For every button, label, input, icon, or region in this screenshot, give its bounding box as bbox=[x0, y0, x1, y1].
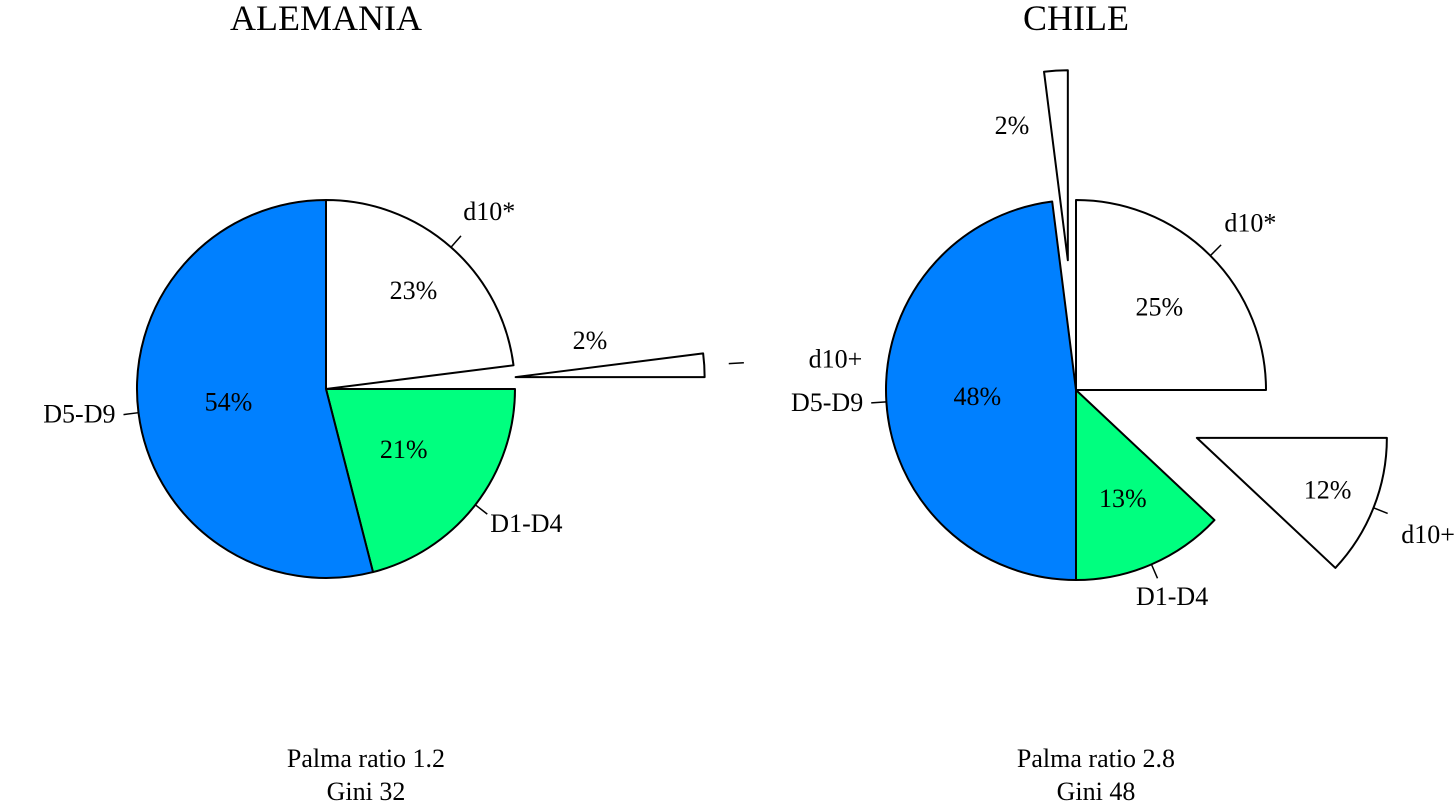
footnote-palma: Palma ratio 2.8 bbox=[1017, 744, 1175, 773]
slice-label-d5-d9: D5-D9 bbox=[791, 388, 863, 417]
slice-label-d10: d10+ bbox=[809, 344, 863, 373]
slice-label-d1-d4: D1-D4 bbox=[1136, 582, 1208, 611]
slice-value-d1-d4: 21% bbox=[380, 435, 428, 464]
leader-line-d10 bbox=[1373, 507, 1388, 515]
slice-d5-d9 bbox=[885, 200, 1077, 581]
leader-line-d10 bbox=[728, 361, 744, 365]
slice-d1-d4 bbox=[325, 388, 516, 574]
chart-title: CHILE bbox=[1023, 0, 1129, 38]
leader-line-d1-d4 bbox=[1150, 564, 1159, 579]
slice-value-d1-d4: 13% bbox=[1099, 484, 1147, 513]
footnote-gini: Gini 48 bbox=[1057, 777, 1136, 806]
chart-title: ALEMANIA bbox=[230, 0, 422, 38]
slice-d10 bbox=[1075, 199, 1267, 391]
footnote-palma: Palma ratio 1.2 bbox=[287, 744, 445, 773]
slice-value-d10: 2% bbox=[995, 111, 1030, 140]
slice-d10 bbox=[1043, 69, 1069, 262]
slice-label-d5-d9: D5-D9 bbox=[43, 400, 115, 429]
footnote-gini: Gini 32 bbox=[327, 777, 406, 806]
slice-label-d10: d10* bbox=[463, 197, 515, 226]
slice-d10 bbox=[1195, 436, 1388, 569]
slice-value-d10: 12% bbox=[1304, 476, 1352, 505]
chart-alemania: ALEMANIA 23% d10* 2% d10+ 21% D1-D4 54% D5-D9 P… bbox=[43, 0, 862, 806]
leader-line-d1-d4 bbox=[474, 504, 488, 515]
slice-d10 bbox=[514, 352, 706, 379]
leader-line-d5-d9 bbox=[871, 401, 887, 404]
leader-line-d5-d9 bbox=[123, 411, 139, 416]
slice-value-d10: 2% bbox=[573, 326, 608, 355]
slice-value-d5-d9: 48% bbox=[954, 382, 1002, 411]
slice-label-d10: d10+* bbox=[1401, 520, 1454, 549]
slice-label-d1-d4: D1-D4 bbox=[490, 509, 562, 538]
slice-d1-d4 bbox=[1075, 389, 1216, 581]
pie-alemania: 23% d10* 2% d10+ 21% D1-D4 54% D5-D9 bbox=[43, 197, 863, 579]
leader-line-d10 bbox=[1209, 244, 1222, 257]
leader-line-d10 bbox=[450, 235, 462, 248]
chart-chile: CHILE 25% d10* 12% d10+* 13% D1-D4 48% D5-D9 2% d… bbox=[791, 0, 1454, 806]
slice-value-d10: 25% bbox=[1135, 293, 1183, 322]
slice-label-d10: d10* bbox=[1224, 209, 1276, 238]
slice-value-d5-d9: 54% bbox=[205, 387, 253, 416]
slice-value-d10: 23% bbox=[390, 276, 438, 305]
